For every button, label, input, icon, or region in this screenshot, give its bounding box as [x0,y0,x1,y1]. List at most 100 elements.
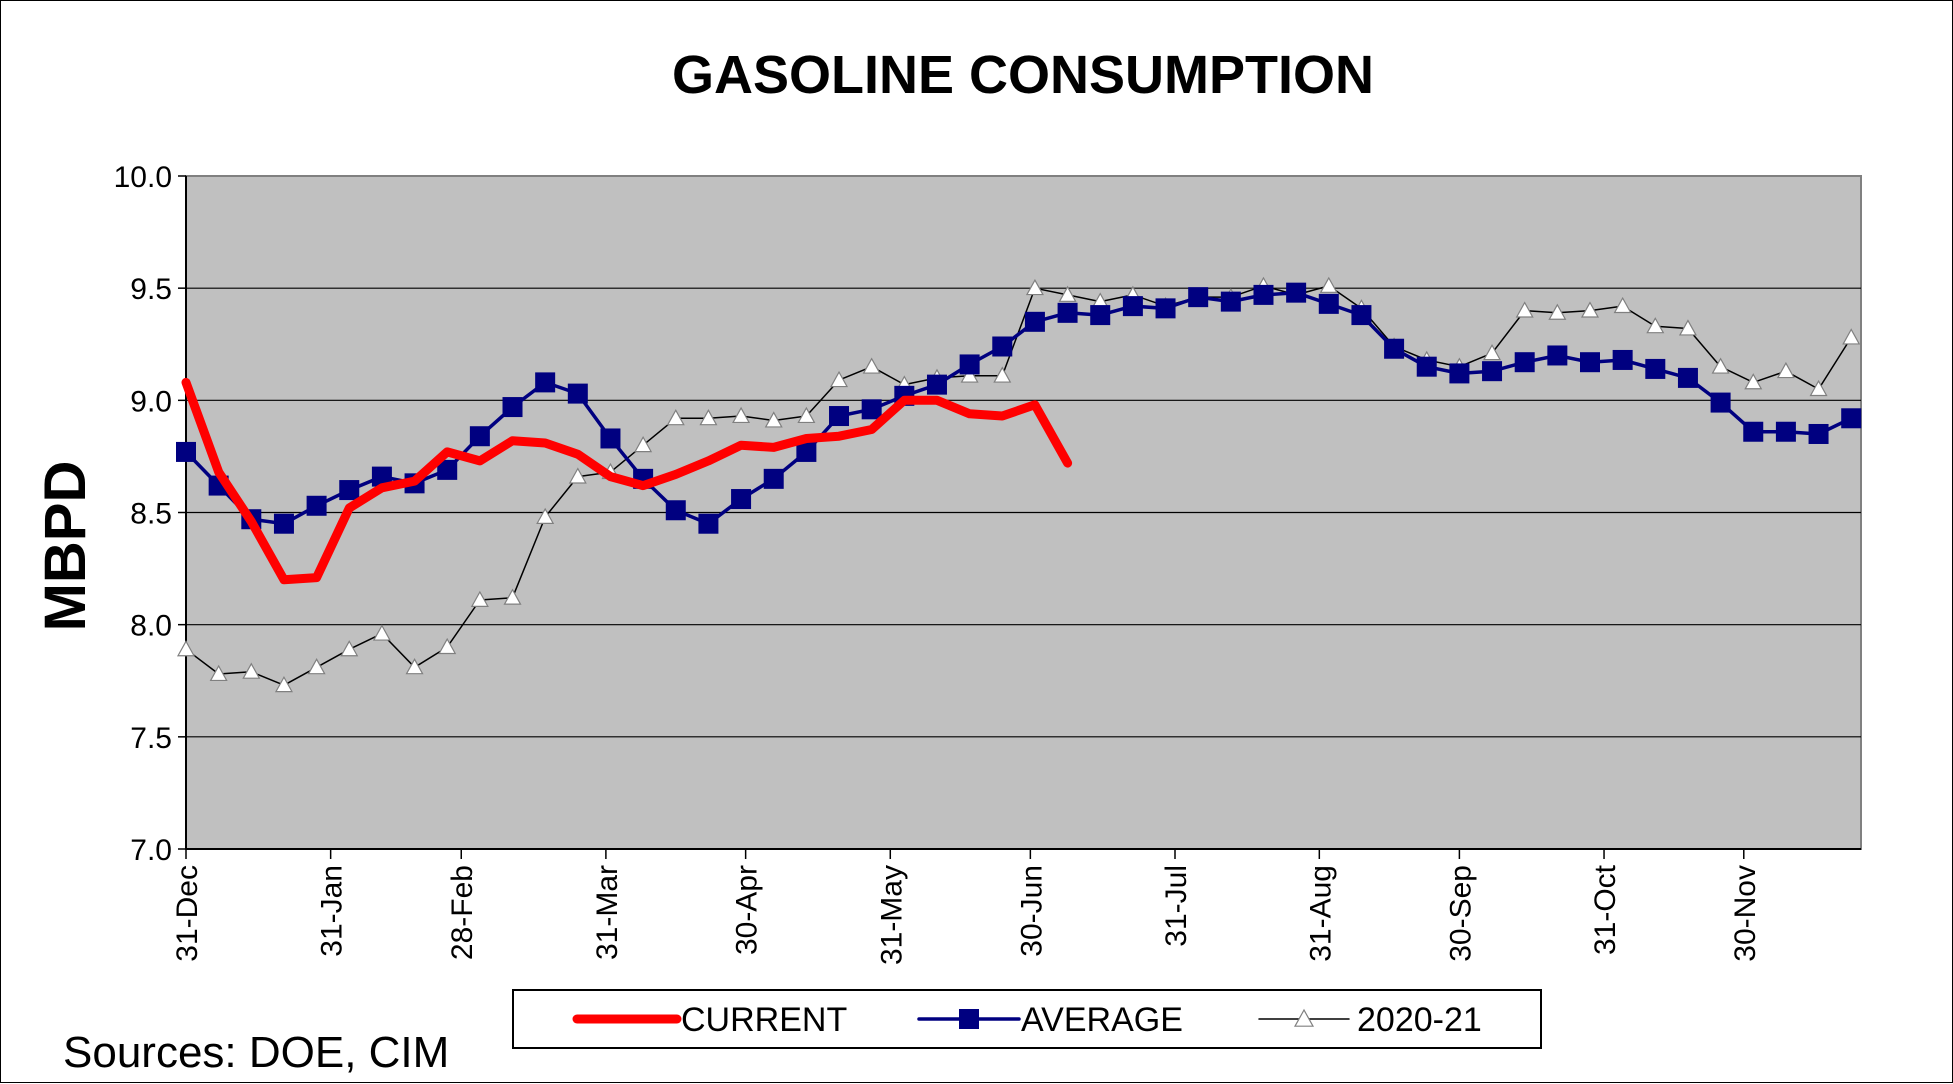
data-point-2020-21 [862,357,881,374]
data-point-2020-21 [1319,276,1338,293]
data-point-2020-21 [1025,278,1044,296]
data-point-average [1841,408,1862,429]
x-tick-label: 31-Aug [1304,865,1337,962]
data-point-average [1645,358,1666,379]
x-tick-label: 31-Jan [316,865,349,957]
data-point-2020-21 [960,366,979,383]
data-point-average [306,495,327,516]
x-tick-label: 31-Dec [171,865,204,962]
y-tick-label: 8.0 [130,610,172,643]
x-tick-label: 30-Sep [1444,865,1477,962]
x-tick-label: 31-Mar [591,865,624,960]
legend-label-2020-21: 2020-21 [1357,1001,1482,1039]
x-tick-label: 28-Feb [446,865,479,960]
y-tick-label: 7.0 [130,834,172,867]
data-point-average [829,406,850,427]
data-point-average [1482,361,1503,382]
data-point-average [698,513,719,534]
data-point-2020-21 [503,588,522,605]
data-point-2020-21 [699,409,718,426]
data-point-2020-21 [340,640,359,657]
x-tick-label: 30-Apr [731,865,764,955]
data-point-2020-21 [438,637,457,655]
y-tick-label: 10.0 [114,161,172,194]
data-point-average [1449,363,1470,384]
legend-marker-2020-21 [1293,1008,1315,1027]
legend-label-current: CURRENT [681,1001,847,1039]
data-point-average [1253,284,1274,305]
data-point-average [926,374,947,395]
data-point-average [273,513,294,534]
data-point-2020-21 [470,590,489,607]
data-point-average [1612,349,1633,370]
chart-title: GASOLINE CONSUMPTION [672,45,1374,105]
data-point-average [992,336,1013,357]
data-point-2020-21 [1058,285,1077,302]
data-point-average [1416,356,1437,377]
data-point-average [339,480,360,501]
data-point-average [469,426,490,447]
x-tick-label: 31-May [875,865,908,965]
data-point-average [1514,352,1535,373]
y-axis-label: MBPD [33,461,98,632]
data-point-average [502,397,523,418]
data-point-2020-21 [568,467,587,484]
data-point-average [1090,305,1111,326]
data-point-average [1677,367,1698,388]
data-point-average [567,383,588,404]
data-point-average [176,441,196,462]
data-point-2020-21 [1548,303,1567,320]
legend-entries: CURRENT AVERAGE 2020-21 [572,1001,1482,1039]
data-point-average [1384,338,1405,359]
data-point-2020-21 [274,676,293,693]
data-point-2020-21 [1678,319,1697,336]
data-point-average [1808,423,1829,444]
data-point-average [665,500,686,521]
data-point-average [1351,305,1372,326]
series-line-current [181,377,1073,585]
data-point-average [763,468,784,489]
y-tick-label: 8.5 [130,498,172,531]
x-tick-label: 30-Nov [1729,865,1762,962]
data-point-average [1220,291,1241,312]
legend-label-average: AVERAGE [1021,1001,1183,1039]
series-line-2020-21 [185,285,1852,686]
data-point-2020-21 [209,664,228,682]
data-point-average [731,489,752,510]
data-point-2020-21 [1515,301,1534,318]
data-point-2020-21 [797,406,816,424]
data-point-2020-21 [536,507,555,524]
data-point-average [1710,392,1731,413]
data-point-average [1579,352,1600,373]
data-point-2020-21 [405,658,424,675]
x-tick-label: 31-Jul [1160,865,1193,947]
data-point-2020-21 [372,624,391,641]
y-tick-label: 7.5 [130,722,172,755]
x-tick-label: 30-Jun [1015,865,1048,957]
data-point-2020-21 [1809,379,1828,397]
data-point-2020-21 [764,411,783,428]
data-point-2020-21 [1776,361,1795,379]
data-point-average [535,372,556,393]
y-tick-label: 9.0 [130,385,172,418]
data-point-average [1547,345,1568,366]
data-point-average [959,354,980,375]
data-point-average [371,466,392,487]
data-point-2020-21 [307,658,326,675]
data-point-average [1743,421,1764,442]
data-point-2020-21 [1711,357,1730,374]
data-point-2020-21 [1613,296,1632,314]
legend-marker-average [959,1009,979,1029]
axes: 7.0 7.5 8.0 8.5 9.0 9.5 10.0 31-Dec 31-Jan 28-Feb… [114,161,1861,965]
data-point-average [1188,287,1209,308]
data-point-2020-21 [634,435,653,453]
data-point-average [1775,421,1796,442]
sources-note: Sources: DOE, CIM [63,1028,449,1077]
data-point-2020-21 [666,409,685,426]
data-point-average [600,428,621,449]
gridlines [186,287,1861,738]
data-point-2020-21 [1842,328,1861,345]
data-point-average [861,399,882,420]
